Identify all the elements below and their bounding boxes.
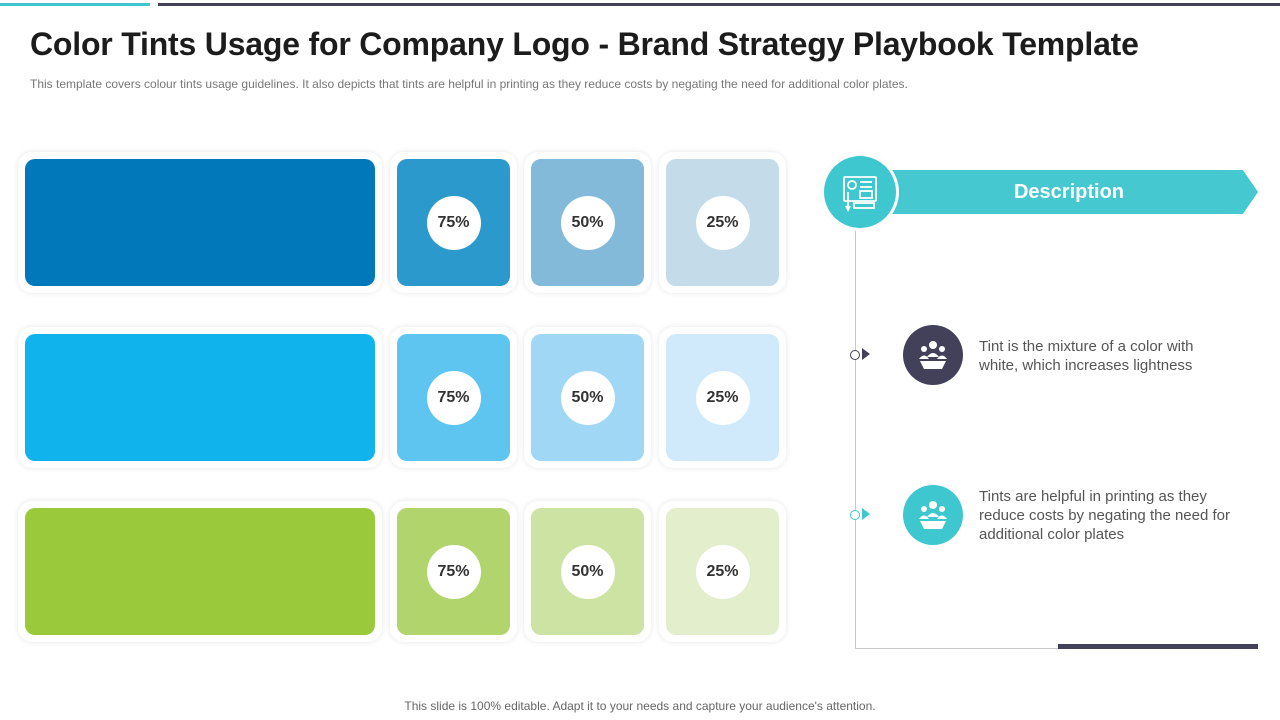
tint-card-25: 25%	[659, 327, 786, 468]
timeline-node	[850, 350, 860, 360]
tint-card-25: 25%	[659, 152, 786, 293]
tint-percent-label: 50%	[560, 195, 615, 250]
team-icon	[903, 325, 963, 385]
bottom-accent-bar	[1058, 644, 1258, 649]
team-icon	[903, 485, 963, 545]
tint-percent-label: 75%	[426, 195, 481, 250]
tint-percent-label: 25%	[695, 370, 750, 425]
tint-card-25: 25%	[659, 501, 786, 642]
tint-percent-label: 50%	[560, 370, 615, 425]
description-point-2: Tints are helpful in printing as they re…	[979, 488, 1231, 543]
timeline-arrow	[862, 348, 870, 360]
timeline-vertical-line	[855, 228, 856, 648]
design-board-icon	[824, 156, 896, 228]
tint-card-75: 75%	[390, 152, 517, 293]
tint-percent-label: 75%	[426, 544, 481, 599]
tint-percent-label: 50%	[560, 544, 615, 599]
description-banner: Description	[880, 170, 1258, 214]
tint-percent-label: 25%	[695, 544, 750, 599]
top-dark-bar	[158, 3, 1280, 6]
timeline-bottom-line	[855, 648, 1258, 649]
page-title: Color Tints Usage for Company Logo - Bra…	[30, 26, 1139, 62]
base-color-swatch	[25, 159, 375, 286]
timeline-node	[850, 510, 860, 520]
base-color-swatch	[25, 334, 375, 461]
description-heading: Description	[1013, 180, 1125, 203]
base-color-swatch	[25, 508, 375, 635]
tint-card-50: 50%	[524, 501, 651, 642]
tint-percent-label: 25%	[695, 195, 750, 250]
tint-card-75: 75%	[390, 327, 517, 468]
timeline-arrow	[862, 508, 870, 520]
tint-card-50: 50%	[524, 152, 651, 293]
base-color-card-3	[18, 501, 382, 642]
base-color-card-2	[18, 327, 382, 468]
tint-percent-label: 75%	[426, 370, 481, 425]
tint-card-50: 50%	[524, 327, 651, 468]
tint-card-75: 75%	[390, 501, 517, 642]
base-color-card-1	[18, 152, 382, 293]
description-point-1: Tint is the mixture of a color with whit…	[979, 338, 1194, 374]
top-accent-bar	[0, 3, 150, 6]
page-subtitle: This template covers colour tints usage …	[30, 77, 908, 91]
footer-note: This slide is 100% editable. Adapt it to…	[404, 699, 876, 713]
